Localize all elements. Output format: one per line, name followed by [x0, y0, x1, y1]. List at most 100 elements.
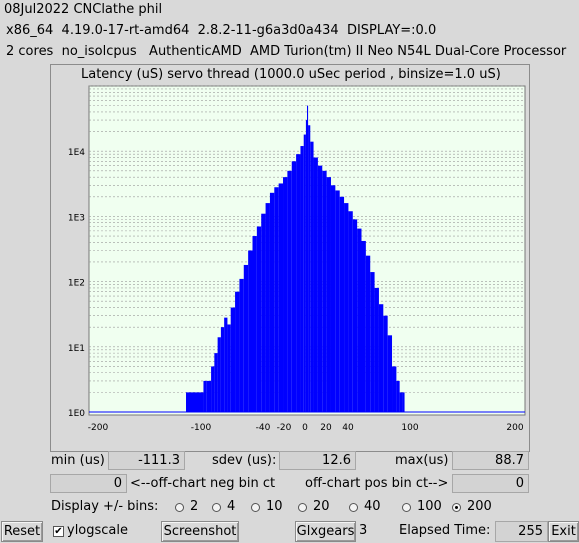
histogram-bar [339, 196, 345, 412]
histogram-bar [214, 353, 218, 412]
neg-bin-count-field: 0 [50, 474, 127, 493]
chart-title: Latency (uS) servo thread (1000.0 uSec p… [81, 67, 501, 82]
histogram-bar [305, 120, 307, 413]
exit-button[interactable]: Exit [548, 521, 579, 542]
histogram-bar [378, 304, 384, 412]
histogram-bar [287, 170, 292, 412]
histogram-bar [227, 324, 231, 412]
cpu-info: 2 cores no_isolcpus AuthenticAMD AMD Tur… [6, 44, 567, 59]
histogram-bar [361, 240, 366, 412]
max-label: max(us) [395, 453, 449, 468]
glxgears-count: 3 [359, 523, 368, 538]
histogram-bar [252, 236, 257, 412]
histogram-bar [211, 366, 215, 412]
histogram-bar [230, 307, 236, 412]
bins-radio-2[interactable] [175, 503, 184, 512]
histogram-bar [399, 392, 403, 412]
histogram-bar [335, 190, 340, 412]
bins-radio-200[interactable] [452, 503, 461, 512]
bins-radio-40[interactable] [349, 503, 358, 512]
x-tick-label: 20 [320, 423, 332, 433]
histogram-bar [256, 226, 262, 412]
x-tick-label: 100 [401, 423, 418, 433]
bins-option-label-100: 100 [417, 499, 442, 514]
ylogscale-label: ylogscale [67, 523, 129, 538]
window-title: 08Jul2022 CNClathe phil [4, 2, 163, 17]
histogram-bar [387, 335, 393, 412]
histogram-bar [396, 380, 400, 412]
bins-radio-100[interactable] [402, 503, 411, 512]
histogram-bar [307, 105, 309, 413]
elapsed-time-label: Elapsed Time: [399, 523, 491, 538]
x-tick-label: -100 [191, 423, 212, 433]
histogram-bar [186, 392, 204, 412]
y-tick-label: 1E3 [68, 213, 85, 223]
histogram-bar [370, 272, 375, 412]
sdev-value-field: 12.6 [279, 451, 356, 470]
min-label: min (us) [51, 453, 105, 468]
pos-bin-count-field: 0 [452, 474, 529, 493]
bins-option-label-20: 20 [313, 499, 330, 514]
x-tick-label: 40 [342, 423, 354, 433]
glxgears-button[interactable]: Glxgears [295, 521, 356, 542]
y-tick-label: 1E0 [68, 409, 85, 419]
histogram-bar [308, 125, 311, 413]
histogram-bar [392, 366, 397, 412]
x-tick-label: 200 [506, 423, 523, 433]
bins-radio-4[interactable] [212, 503, 221, 512]
x-tick-label: -20 [277, 423, 292, 433]
histogram-bar [317, 165, 323, 412]
histogram-bar [296, 154, 301, 412]
bins-label: Display +/- bins: [51, 499, 159, 514]
screenshot-button[interactable]: Screenshot [161, 521, 239, 542]
bins-option-label-40: 40 [364, 499, 381, 514]
y-tick-label: 1E2 [68, 279, 85, 289]
histogram-bar [322, 170, 327, 412]
ylogscale-checkbox[interactable]: ✔ [53, 526, 64, 537]
histogram-bar [357, 228, 362, 412]
bins-option-label-10: 10 [266, 499, 283, 514]
histogram-bar [203, 380, 207, 412]
histogram-bar [313, 157, 318, 412]
histogram-bar [291, 161, 297, 412]
histogram-bar [269, 192, 275, 412]
histogram-bar [274, 187, 279, 412]
histogram-bar [239, 278, 244, 412]
bins-radio-10[interactable] [251, 503, 260, 512]
y-tick-label: 1E4 [68, 148, 85, 158]
histogram-bar [243, 264, 249, 412]
bins-option-label-2: 2 [190, 499, 199, 514]
histogram-bar [402, 392, 405, 412]
histogram-bar [352, 219, 358, 412]
histogram-bar [248, 250, 253, 412]
histogram-bar [374, 287, 379, 412]
bins-option-label-200: 200 [467, 499, 492, 514]
histogram-bar [348, 211, 353, 412]
histogram-bar [206, 380, 212, 412]
pos-bin-label: off-chart pos bin ct--> [305, 476, 449, 491]
y-tick-label: 1E1 [68, 344, 85, 354]
histogram-bar [365, 255, 371, 412]
reset-button[interactable]: Reset [1, 521, 43, 542]
x-tick-label: 0 [302, 423, 308, 433]
bins-option-label-4: 4 [227, 499, 236, 514]
histogram-bar [383, 315, 388, 412]
histogram-bar [300, 146, 304, 412]
histogram-bar [235, 291, 240, 412]
min-value-field: -111.3 [108, 451, 185, 470]
bins-radio-20[interactable] [298, 503, 307, 512]
histogram-bar [261, 213, 266, 412]
x-tick-label: -40 [256, 423, 271, 433]
histogram-bar [224, 317, 228, 412]
histogram-bar [283, 177, 288, 412]
histogram-bar [303, 134, 306, 412]
histogram-bar [217, 337, 221, 412]
checkmark-icon: ✔ [54, 526, 63, 537]
histogram-bar [265, 203, 270, 412]
latency-chart: Latency (uS) servo thread (1000.0 uSec p… [50, 64, 530, 452]
x-tick-label: -200 [88, 423, 109, 433]
histogram-bar [326, 177, 331, 412]
system-info: x86_64 4.19.0-17-rt-amd64 2.8.2-11-g6a3d… [6, 23, 437, 38]
histogram-bar [310, 141, 314, 412]
